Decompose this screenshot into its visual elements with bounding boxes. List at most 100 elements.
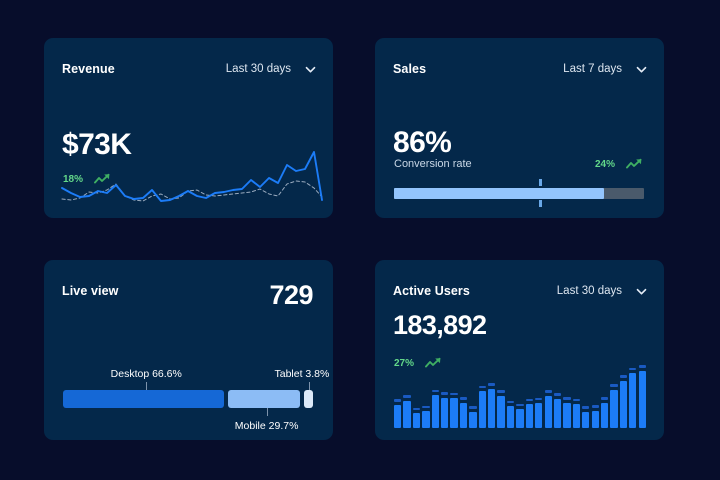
live-view-value: 729 bbox=[269, 280, 313, 310]
bar-column[interactable] bbox=[591, 366, 599, 428]
live-view-segmented-bar bbox=[63, 390, 313, 408]
bar-body bbox=[535, 403, 543, 428]
active-users-range-label: Last 30 days bbox=[556, 285, 622, 297]
conversion-rate-delta: 24% bbox=[595, 158, 644, 170]
live-view-segment-stem bbox=[266, 408, 268, 416]
revenue-range-label: Last 30 days bbox=[225, 63, 291, 75]
revenue-title: Revenue bbox=[62, 62, 115, 76]
bar-column[interactable] bbox=[572, 366, 581, 428]
sales-card: Sales Last 7 days 86% Conversion rate 24… bbox=[375, 38, 664, 218]
bar-cap bbox=[403, 395, 411, 398]
bar-cap bbox=[591, 405, 599, 408]
bar-column[interactable] bbox=[422, 366, 430, 428]
live-view-card: Live view 729 Desktop 66.6% Mobile 29.7% T… bbox=[44, 260, 333, 440]
revenue-card: Revenue Last 30 days $73K 18% bbox=[44, 38, 333, 218]
live-view-segment-mobile[interactable] bbox=[228, 390, 300, 408]
sales-card-header: Sales Last 7 days bbox=[393, 62, 648, 76]
bar-body bbox=[544, 395, 552, 428]
conversion-rate-bar[interactable] bbox=[394, 179, 644, 207]
bar-column[interactable] bbox=[619, 366, 628, 428]
bar-column[interactable] bbox=[553, 366, 562, 428]
active-users-range-selector[interactable]: Last 30 days bbox=[557, 285, 648, 298]
bar-column[interactable] bbox=[563, 366, 571, 428]
bar-cap bbox=[488, 383, 496, 386]
revenue-sparkline-svg bbox=[61, 151, 323, 202]
live-view-segment-desktop[interactable] bbox=[63, 390, 225, 408]
bar-body bbox=[629, 373, 637, 428]
chevron-down-icon bbox=[636, 66, 647, 73]
bar-cap bbox=[600, 397, 609, 400]
sales-title: Sales bbox=[393, 62, 427, 76]
sales-range-selector[interactable]: Last 7 days bbox=[563, 63, 648, 76]
live-view-card-header: Live view bbox=[62, 284, 317, 298]
bar-column[interactable] bbox=[478, 366, 486, 428]
bar-column[interactable] bbox=[403, 366, 411, 428]
bar-column[interactable] bbox=[497, 366, 505, 428]
bar-column[interactable] bbox=[450, 366, 458, 428]
bar-column[interactable] bbox=[535, 366, 543, 428]
bar-body bbox=[525, 404, 533, 428]
trend-up-icon bbox=[94, 173, 110, 184]
trend-up-icon bbox=[425, 357, 441, 368]
conversion-rate-label: Conversion rate bbox=[394, 158, 472, 170]
bar-body bbox=[638, 370, 646, 428]
bar-column[interactable] bbox=[629, 366, 637, 428]
bar-cap bbox=[619, 375, 628, 378]
bar-body bbox=[431, 395, 439, 428]
bar-body bbox=[412, 413, 421, 428]
bar-column[interactable] bbox=[459, 366, 468, 428]
conversion-rate-marker-bottom bbox=[539, 200, 542, 207]
bar-column[interactable] bbox=[506, 366, 515, 428]
bar-column[interactable] bbox=[638, 365, 646, 428]
bar-cap bbox=[478, 385, 486, 389]
bar-body bbox=[441, 397, 449, 428]
bar-body bbox=[582, 411, 590, 428]
bar-column[interactable] bbox=[610, 366, 618, 428]
live-view-caption-desktop: Desktop 66.6% bbox=[110, 368, 182, 380]
bar-body bbox=[619, 380, 628, 428]
bar-body bbox=[469, 411, 477, 428]
bar-column[interactable] bbox=[431, 366, 439, 428]
revenue-delta: 18% bbox=[63, 173, 112, 185]
live-view-segment-stem bbox=[308, 382, 310, 390]
bar-body bbox=[553, 398, 562, 428]
bar-column[interactable] bbox=[469, 366, 477, 428]
live-view-caption-mobile: Mobile 29.7% bbox=[234, 420, 299, 432]
dashboard-grid: Revenue Last 30 days $73K 18% bbox=[44, 38, 664, 440]
bar-cap bbox=[459, 397, 468, 400]
bar-cap bbox=[441, 392, 449, 395]
bar-column[interactable] bbox=[488, 366, 496, 428]
conversion-rate-value: 24% bbox=[594, 158, 615, 170]
bar-cap bbox=[535, 397, 543, 401]
bar-column[interactable] bbox=[516, 366, 524, 428]
live-view-segment-tablet[interactable] bbox=[303, 390, 313, 408]
sales-value: 86% bbox=[393, 126, 452, 159]
revenue-range-selector[interactable]: Last 30 days bbox=[226, 63, 317, 76]
bar-body bbox=[497, 395, 505, 428]
bar-cap bbox=[572, 398, 581, 402]
bar-body bbox=[610, 389, 618, 428]
bar-cap bbox=[525, 398, 533, 402]
chevron-down-icon bbox=[636, 288, 647, 295]
bar-column[interactable] bbox=[544, 366, 552, 428]
bar-cap bbox=[431, 389, 439, 393]
conversion-rate-fill bbox=[394, 188, 604, 199]
bar-column[interactable] bbox=[582, 366, 590, 428]
bar-column[interactable] bbox=[441, 366, 449, 428]
bar-column[interactable] bbox=[412, 366, 421, 428]
bar-body bbox=[450, 398, 458, 428]
revenue-sparkline-chart bbox=[61, 150, 323, 208]
bar-cap bbox=[563, 397, 571, 400]
revenue-value: $73K bbox=[62, 128, 132, 161]
live-view-segment-stem bbox=[146, 382, 148, 390]
active-users-value: 183,892 bbox=[393, 310, 487, 340]
sales-range-label: Last 7 days bbox=[563, 63, 622, 75]
bar-column[interactable] bbox=[525, 366, 533, 428]
bar-body bbox=[506, 406, 515, 428]
bar-column[interactable] bbox=[394, 366, 402, 428]
active-users-delta-value: 27% bbox=[394, 357, 415, 369]
bar-cap bbox=[629, 367, 637, 371]
bar-cap bbox=[422, 405, 430, 409]
bar-body bbox=[563, 402, 571, 428]
bar-column[interactable] bbox=[600, 366, 609, 428]
